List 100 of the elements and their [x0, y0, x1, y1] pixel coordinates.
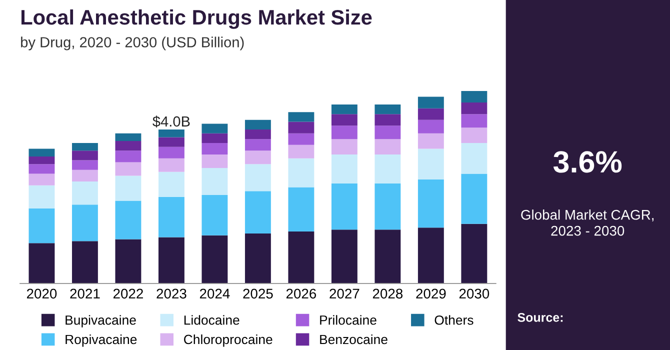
bar: [115, 141, 142, 151]
bar: [461, 102, 488, 114]
legend-label: Prilocaine: [320, 315, 376, 325]
bar: [418, 228, 444, 284]
bar: [331, 154, 358, 184]
bar: [331, 183, 358, 230]
bar: [418, 133, 444, 149]
bar: [288, 158, 314, 188]
x-tick-label: 2028: [372, 288, 403, 299]
bar: [202, 154, 228, 168]
bar: [461, 91, 488, 103]
bar: [28, 243, 55, 284]
bar: [115, 150, 142, 162]
bar: [202, 133, 228, 143]
bar: [288, 144, 314, 158]
x-tick-label: 2021: [70, 288, 100, 299]
legend-label: Benzocaine: [320, 334, 388, 344]
bar: [331, 230, 358, 284]
bar: [115, 176, 142, 201]
x-tick-label: 2024: [200, 288, 230, 299]
bar: [288, 187, 314, 232]
bar: [244, 164, 271, 192]
legend-label: Bupivacaine: [66, 315, 136, 328]
bar: [28, 156, 55, 164]
bar: [418, 108, 444, 120]
legend-label: Ropivacaine: [66, 334, 137, 347]
bar: [28, 174, 55, 186]
x-tick-label: 2029: [416, 288, 446, 299]
legend-label: Chloroprocaine: [184, 334, 272, 347]
bar: [158, 130, 184, 138]
bar: [28, 164, 55, 174]
bar: [158, 137, 184, 147]
text: 3.6%: [553, 151, 622, 173]
x-tick-label: 2026: [286, 288, 316, 299]
x-tick-label: 2025: [243, 288, 273, 299]
bar: [115, 133, 142, 142]
x-tick-label: 2022: [113, 288, 143, 299]
bar: [374, 183, 401, 230]
bar: [72, 181, 98, 205]
bar: [418, 120, 444, 134]
x-tick-label: 2030: [459, 288, 490, 299]
legend-label: Lidocaine: [184, 315, 240, 325]
bar: [72, 160, 98, 170]
bar: [288, 122, 314, 134]
chart-title: Local Anesthetic Drugs Market Size: [21, 9, 372, 29]
bar: [72, 204, 98, 242]
bar: [374, 230, 401, 284]
bar: [374, 126, 401, 140]
bar: [115, 239, 142, 284]
bar: [158, 158, 184, 172]
bar: [418, 96, 444, 108]
bar: [244, 120, 271, 130]
bar: [418, 148, 444, 180]
source-note: Source:: [518, 313, 563, 322]
bar: [331, 114, 358, 126]
bar: [158, 146, 184, 158]
bar: [72, 170, 98, 182]
bar: [331, 126, 358, 140]
bar: [158, 196, 184, 238]
bar: [461, 224, 488, 284]
bar: [244, 191, 271, 234]
bar: [28, 208, 55, 244]
bar: [158, 172, 184, 197]
text: Global Market CAGR, 2023 - 2030: [521, 210, 654, 236]
bar: [28, 185, 55, 208]
bar: [202, 235, 228, 284]
bar: [374, 104, 401, 114]
x-tick-label: 2020: [26, 288, 57, 299]
bar: [331, 139, 358, 155]
x-tick-label: 2027: [330, 288, 360, 299]
bar: [72, 150, 98, 160]
bar: [72, 241, 98, 284]
bar: [461, 174, 488, 224]
bar: [244, 139, 271, 151]
bar: [374, 154, 401, 184]
bar: [115, 200, 142, 240]
bar: [72, 142, 98, 151]
bar: [28, 148, 55, 156]
bar: [202, 194, 228, 236]
bar: [115, 162, 142, 176]
bar: [202, 142, 228, 155]
bar: [461, 142, 488, 174]
bar: [418, 180, 444, 228]
bar: [244, 130, 271, 140]
bar: [374, 139, 401, 155]
bar: [461, 114, 488, 128]
bar: [374, 114, 401, 126]
bar: [202, 168, 228, 195]
chart-subtitle: by Drug, 2020 - 2030 (USD Billion): [21, 36, 244, 50]
bar: [461, 128, 488, 143]
bar: [202, 124, 228, 134]
bar: [288, 133, 314, 145]
bar: [331, 104, 358, 114]
legend-label: Others: [434, 315, 474, 325]
bar: [288, 232, 314, 284]
bar: [244, 150, 271, 164]
annotation: $4.0B: [152, 116, 190, 128]
bar: [288, 112, 314, 122]
bar: [244, 233, 271, 284]
bar: [158, 237, 184, 284]
